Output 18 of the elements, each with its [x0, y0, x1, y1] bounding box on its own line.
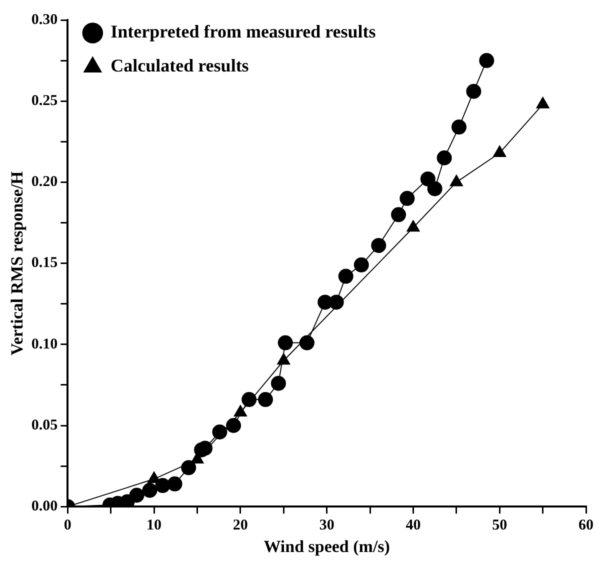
y-tick-label: 0.10 [31, 336, 58, 352]
y-tick-label: 0.00 [31, 498, 58, 514]
legend-label: Interpreted from measured results [110, 22, 376, 42]
y-tick-label: 0.05 [31, 417, 58, 434]
x-tick-label: 40 [406, 517, 421, 534]
y-axis-title: Vertical RMS response/H [8, 171, 27, 356]
legend-label: Calculated results [110, 56, 249, 76]
x-tick-label: 50 [492, 517, 508, 534]
x-tick-label: 60 [578, 517, 594, 534]
y-tick-label: 0.25 [31, 92, 58, 109]
x-tick-label: 0 [64, 517, 72, 534]
x-tick-label: 30 [319, 517, 334, 534]
y-tick-label: 0.30 [31, 12, 58, 28]
x-axis-title: Wind speed (m/s) [264, 537, 390, 556]
x-tick-label: 20 [232, 517, 248, 534]
y-tick-label: 0.20 [31, 174, 58, 190]
x-tick-label: 10 [146, 517, 162, 534]
y-tick-label: 0.15 [31, 255, 58, 272]
